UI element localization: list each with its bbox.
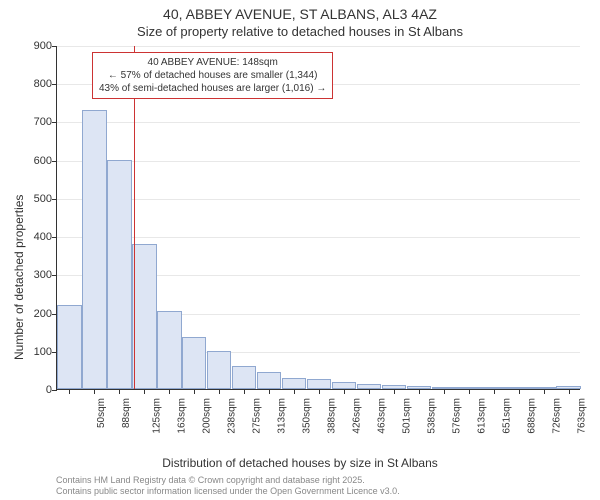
title-line1: 40, ABBEY AVENUE, ST ALBANS, AL3 4AZ [0,6,600,22]
histogram-bar [257,372,281,389]
y-tick-label: 500 [22,193,52,205]
y-tick-mark [52,46,57,47]
y-tick-label: 400 [22,231,52,243]
x-tick-mark [519,389,520,394]
x-tick-label: 163sqm [177,398,188,434]
y-tick-mark [52,390,57,391]
histogram-bar [282,378,306,389]
x-tick-label: 501sqm [401,398,412,434]
y-tick-mark [52,122,57,123]
x-tick-mark [269,389,270,394]
y-tick-label: 300 [22,269,52,281]
x-tick-label: 688sqm [526,398,537,434]
y-tick-label: 900 [22,40,52,52]
x-tick-mark [444,389,445,394]
histogram-bar [182,337,206,389]
x-tick-label: 50sqm [96,398,107,428]
x-tick-label: 613sqm [476,398,487,434]
x-tick-mark [244,389,245,394]
gridline [57,237,580,238]
plot-area: 40 ABBEY AVENUE: 148sqm← 57% of detached… [56,46,580,390]
x-tick-mark [394,389,395,394]
x-tick-label: 651sqm [501,398,512,434]
x-tick-mark [319,389,320,394]
y-tick-mark [52,199,57,200]
y-tick-label: 600 [22,155,52,167]
annotation-line: ← 57% of detached houses are smaller (1,… [99,69,326,82]
x-tick-mark [219,389,220,394]
y-tick-label: 800 [22,78,52,90]
x-tick-label: 426sqm [352,398,363,434]
x-tick-label: 538sqm [426,398,437,434]
x-tick-mark [294,389,295,394]
footer-line2: Contains public sector information licen… [56,486,400,498]
gridline [57,122,580,123]
gridline [57,161,580,162]
x-tick-label: 275sqm [252,398,263,434]
x-tick-mark [94,389,95,394]
x-tick-label: 313sqm [277,398,288,434]
histogram-bar [332,382,356,389]
y-tick-label: 0 [22,384,52,396]
footer-text: Contains HM Land Registry data © Crown c… [56,475,400,498]
y-tick-mark [52,275,57,276]
x-tick-label: 576sqm [451,398,462,434]
y-tick-label: 200 [22,308,52,320]
x-tick-mark [369,389,370,394]
x-tick-mark [144,389,145,394]
x-tick-label: 200sqm [202,398,213,434]
histogram-bar [207,351,231,389]
x-tick-label: 726sqm [551,398,562,434]
y-tick-mark [52,237,57,238]
x-tick-mark [119,389,120,394]
x-tick-mark [494,389,495,394]
y-tick-mark [52,161,57,162]
y-tick-label: 700 [22,116,52,128]
annotation-box: 40 ABBEY AVENUE: 148sqm← 57% of detached… [92,52,333,99]
x-tick-mark [419,389,420,394]
x-tick-label: 763sqm [576,398,587,434]
chart-container: 40, ABBEY AVENUE, ST ALBANS, AL3 4AZ Siz… [0,0,600,500]
x-tick-mark [469,389,470,394]
x-tick-label: 463sqm [377,398,388,434]
x-tick-label: 350sqm [302,398,313,434]
x-tick-mark [569,389,570,394]
x-tick-mark [194,389,195,394]
gridline [57,46,580,47]
x-axis-label: Distribution of detached houses by size … [0,456,600,470]
y-tick-mark [52,84,57,85]
histogram-bar [82,110,106,389]
x-tick-mark [69,389,70,394]
x-tick-label: 125sqm [152,398,163,434]
x-tick-mark [344,389,345,394]
annotation-line: 43% of semi-detached houses are larger (… [99,82,326,95]
x-tick-label: 388sqm [327,398,338,434]
histogram-bar [307,379,331,389]
x-tick-mark [169,389,170,394]
histogram-bar [157,311,181,389]
y-tick-label: 100 [22,346,52,358]
histogram-bar [232,366,256,389]
x-tick-label: 238sqm [227,398,238,434]
histogram-bar [132,244,156,389]
annotation-line: 40 ABBEY AVENUE: 148sqm [99,56,326,69]
histogram-bar [107,160,131,389]
histogram-bar [57,305,81,389]
title-line2: Size of property relative to detached ho… [0,24,600,39]
footer-line1: Contains HM Land Registry data © Crown c… [56,475,400,487]
x-tick-label: 88sqm [121,398,132,428]
gridline [57,199,580,200]
x-tick-mark [544,389,545,394]
